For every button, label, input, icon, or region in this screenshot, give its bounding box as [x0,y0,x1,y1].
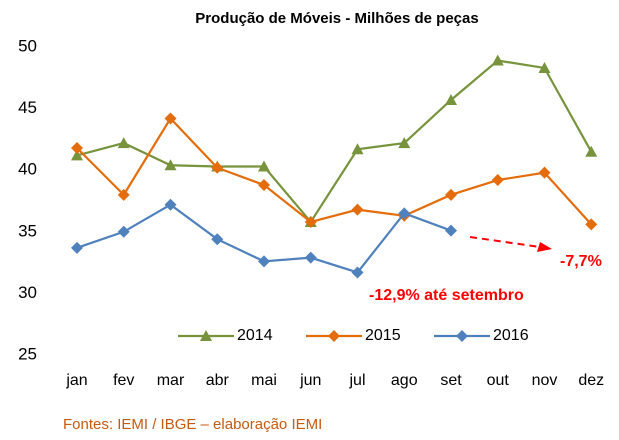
y-tick-label: 45 [18,98,37,117]
marker [258,160,270,172]
marker [164,198,177,211]
x-tick-label: mai [251,372,277,389]
source: Fontes: IEMI / IBGE – elaboração IEMI [63,416,322,433]
x-tick-label: jul [348,372,365,389]
legend-label: 2015 [365,327,401,344]
marker [456,330,468,342]
marker [538,166,551,179]
marker [351,203,364,216]
marker [538,61,551,73]
marker [211,161,224,174]
annotation: -12,9% até setembro [369,287,524,304]
marker [117,225,130,238]
arrow-head [537,242,552,252]
marker [351,143,364,155]
marker [211,233,224,246]
marker [445,188,457,201]
marker [71,149,83,161]
marker [258,255,270,268]
legend-label: 2016 [493,327,529,344]
marker [304,215,317,228]
marker [200,330,212,341]
y-tick-label: 25 [18,344,37,363]
marker [117,137,130,149]
y-tick-label: 40 [18,160,37,179]
marker [398,207,411,220]
x-tick-label: nov [532,372,558,389]
x-tick-label: dez [578,372,604,389]
x-tick-label: out [487,372,510,389]
marker [445,224,457,237]
x-tick-label: abr [206,372,230,389]
marker [304,251,317,264]
marker [398,137,411,149]
chart-title: Produção de Móveis - Milhões de peças [195,10,478,27]
arrow [469,236,541,248]
y-tick-label: 30 [18,283,37,302]
annotation: -7,7% [560,253,602,270]
marker [351,266,364,279]
series-line [76,116,593,226]
marker [491,174,504,187]
x-tick-label: jun [299,372,321,389]
x-tick-label: ago [391,372,418,389]
x-tick-label: set [440,372,462,389]
x-tick-label: mar [157,372,185,389]
marker [585,145,598,157]
marker [71,241,83,254]
y-tick-label: 35 [18,221,37,240]
marker [445,93,457,105]
marker [491,54,504,66]
marker [117,188,130,201]
marker [585,218,598,231]
marker [328,330,340,342]
legend-label: 2014 [237,327,273,344]
y-tick-label: 50 [18,36,37,55]
x-tick-label: fev [113,372,134,389]
x-tick-label: jan [65,372,87,389]
series-line [76,59,593,224]
marker [164,112,177,125]
marker [258,178,270,191]
marker [71,142,83,155]
marker [164,159,177,171]
